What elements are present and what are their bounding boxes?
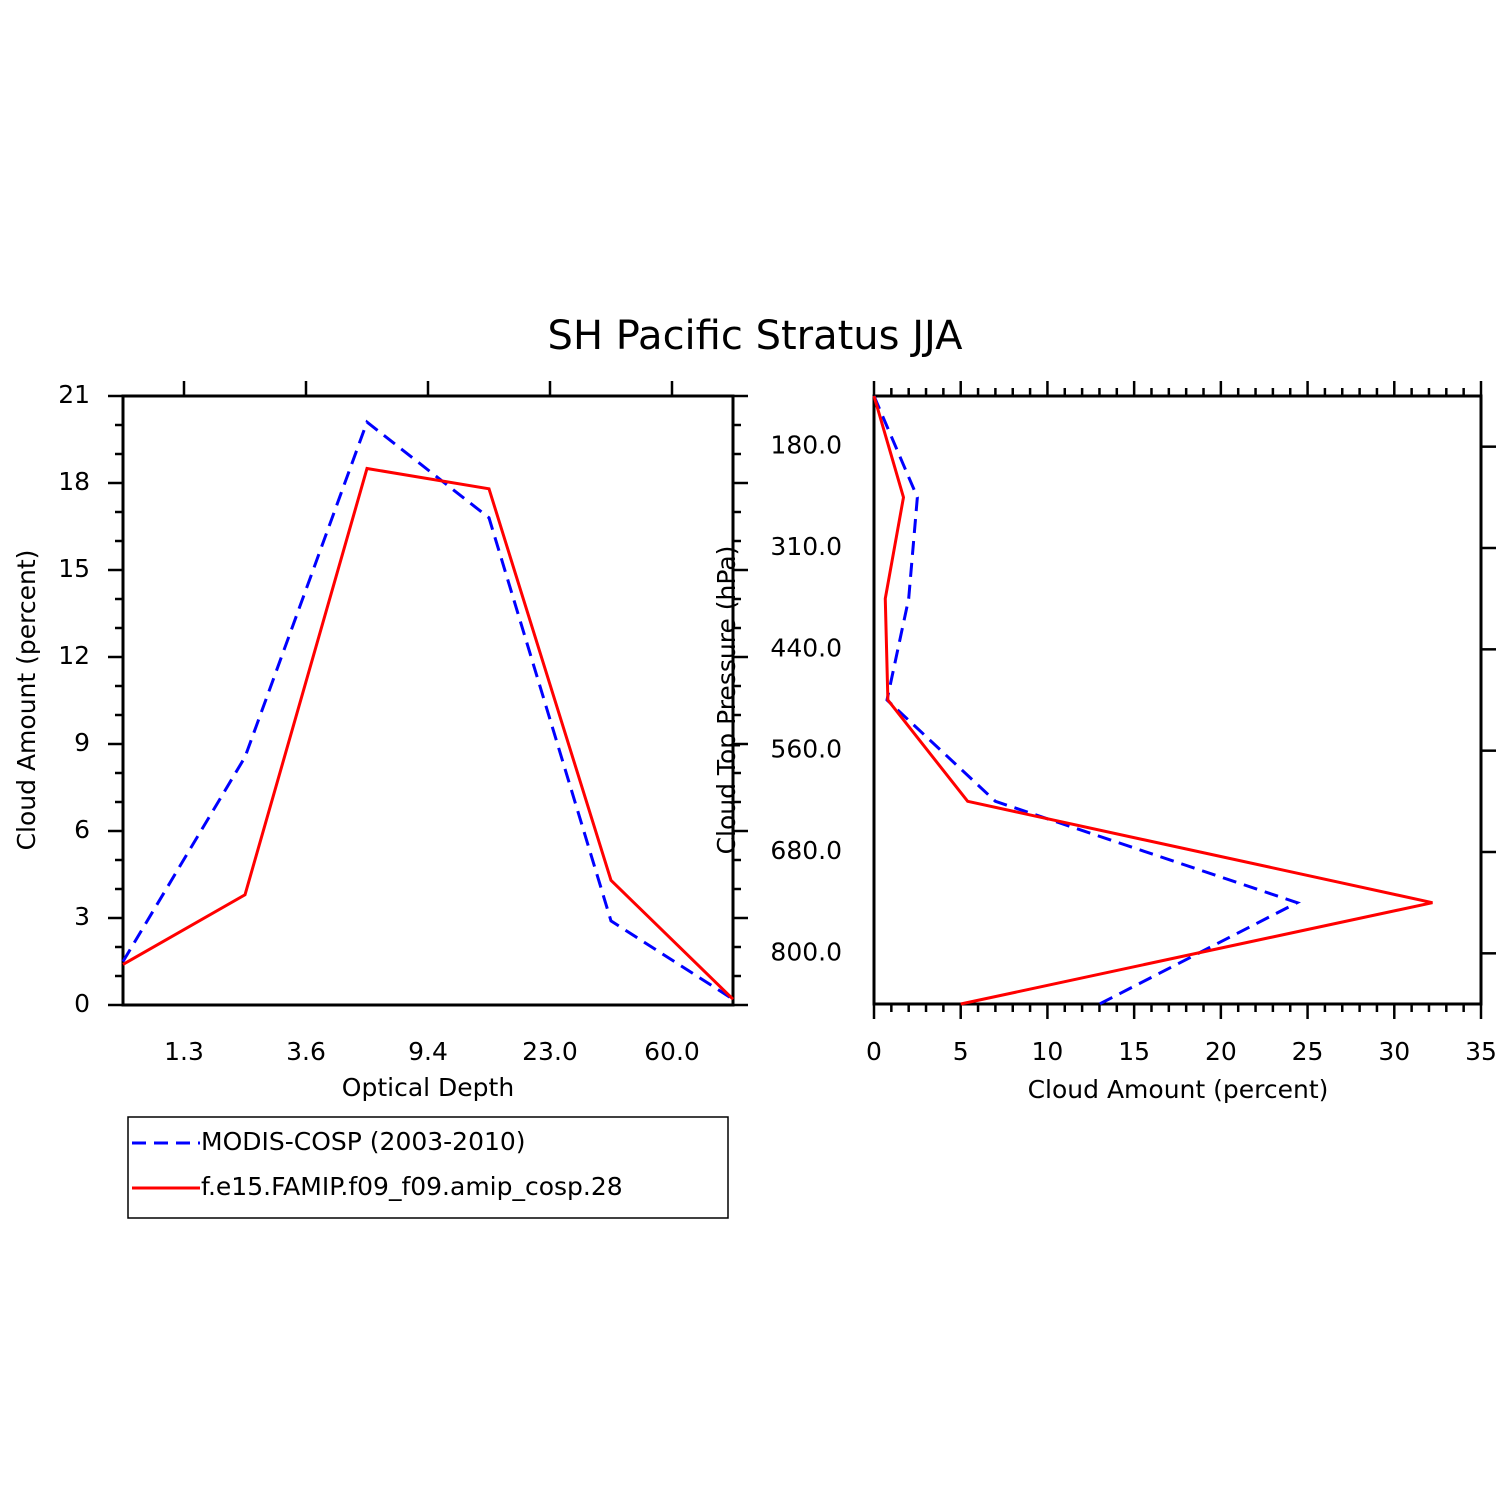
x-tick-label: 9.4 — [408, 1037, 448, 1066]
x-tick-label: 23.0 — [522, 1037, 578, 1066]
y-tick-label: 680.0 — [770, 836, 842, 865]
y-tick-label: 310.0 — [770, 532, 842, 561]
data-line — [122, 466, 735, 1001]
y-tick-label: 6 — [74, 815, 90, 844]
y-tick-label: 180.0 — [770, 431, 842, 460]
y-tick-label: 15 — [58, 554, 90, 583]
y-tick-label: 0 — [74, 989, 90, 1018]
y-axis-title: Cloud Top Pressure (hPa) — [712, 546, 741, 855]
figure-title: SH Pacific Stratus JJA — [548, 313, 964, 359]
y-tick-label: 3 — [74, 902, 90, 931]
legend — [127, 1116, 729, 1219]
x-tick-label: 25 — [1292, 1037, 1324, 1066]
y-tick-label: 12 — [58, 641, 90, 670]
y-tick-label: 21 — [58, 380, 90, 409]
x-tick-label: 30 — [1378, 1037, 1410, 1066]
x-tick-label: 5 — [953, 1037, 969, 1066]
data-line — [872, 395, 1433, 1006]
legend-label: f.e15.FAMIP.f09_f09.amip_cosp.28 — [201, 1172, 623, 1201]
legend-label: MODIS-COSP (2003-2010) — [201, 1127, 526, 1156]
x-axis-title: Optical Depth — [342, 1073, 514, 1102]
x-tick-label: 20 — [1205, 1037, 1237, 1066]
y-tick-label: 800.0 — [770, 937, 842, 966]
data-line — [121, 419, 734, 1001]
x-tick-label: 1.3 — [164, 1037, 204, 1066]
x-tick-label: 35 — [1465, 1037, 1497, 1066]
x-tick-label: 15 — [1118, 1037, 1150, 1066]
x-tick-label: 60.0 — [644, 1037, 700, 1066]
plot-frame — [872, 394, 1483, 1006]
x-tick-label: 10 — [1032, 1037, 1064, 1066]
x-tick-label: 3.6 — [286, 1037, 326, 1066]
y-tick-label: 18 — [58, 467, 90, 496]
y-tick-label: 9 — [74, 728, 90, 757]
x-axis-title: Cloud Amount (percent) — [1028, 1075, 1329, 1104]
y-tick-label: 440.0 — [770, 633, 842, 662]
y-axis-title: Cloud Amount (percent) — [12, 550, 41, 851]
x-tick-label: 0 — [866, 1037, 882, 1066]
y-tick-label: 560.0 — [770, 735, 842, 764]
